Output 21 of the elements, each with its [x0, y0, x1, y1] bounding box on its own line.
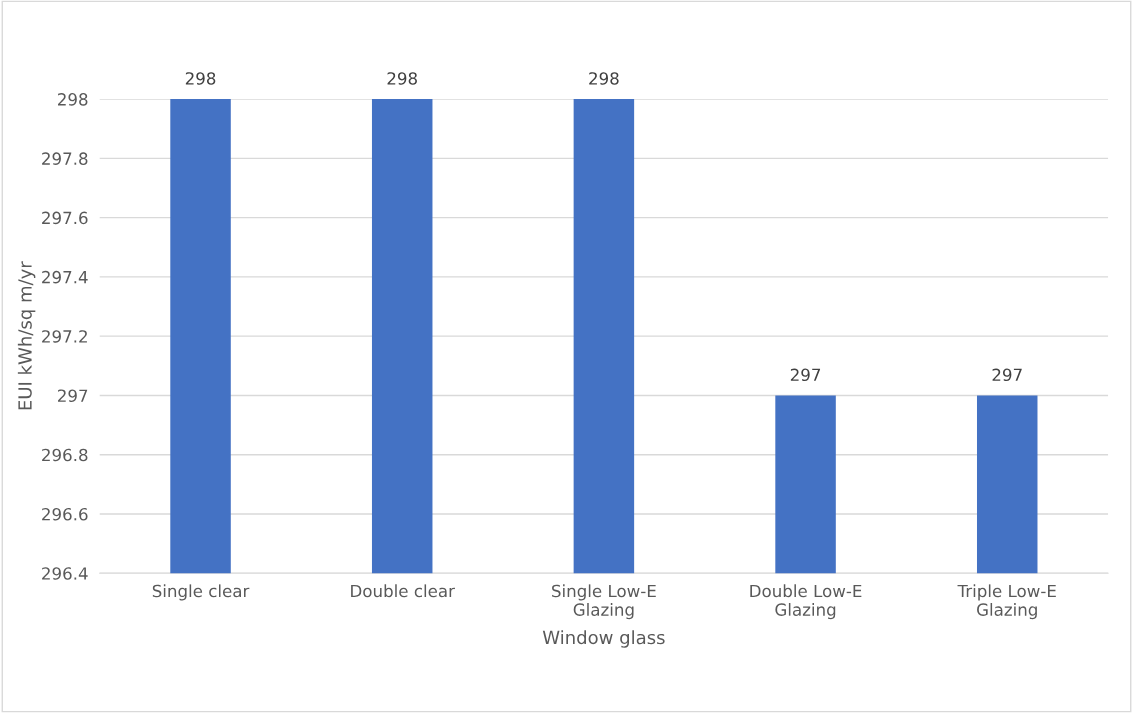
data-label: 298: [185, 72, 216, 85]
y-tick-label: 296.4: [42, 567, 88, 580]
x-axis-title: Window glass: [542, 630, 665, 648]
x-tick-label: Single Low-E Glazing: [552, 584, 656, 620]
x-tick-label: Double clear: [351, 584, 455, 598]
y-tick-label: 297.2: [42, 330, 87, 343]
y-tick-label: 297.4: [42, 270, 88, 284]
data-label: 297: [790, 368, 821, 382]
y-tick-label: 297.8: [42, 152, 88, 165]
data-label: 298: [387, 72, 417, 85]
y-tick-label: 296.6: [42, 507, 88, 521]
x-tick-label: Triple Low-E Glazing: [957, 584, 1056, 620]
data-label: 297: [992, 368, 1022, 382]
y-tick-label: 297.6: [42, 211, 88, 225]
y-tick-label: 297: [58, 389, 88, 403]
data-label: 298: [589, 72, 619, 85]
x-tick-label: Single clear: [152, 584, 250, 601]
y-tick-label: 298: [58, 93, 88, 106]
y-axis-title: EUI kWh/sq m/yr: [17, 261, 36, 410]
x-tick-label: Double Low-E Glazing: [750, 584, 862, 620]
y-tick-label: 296.8: [42, 448, 88, 462]
